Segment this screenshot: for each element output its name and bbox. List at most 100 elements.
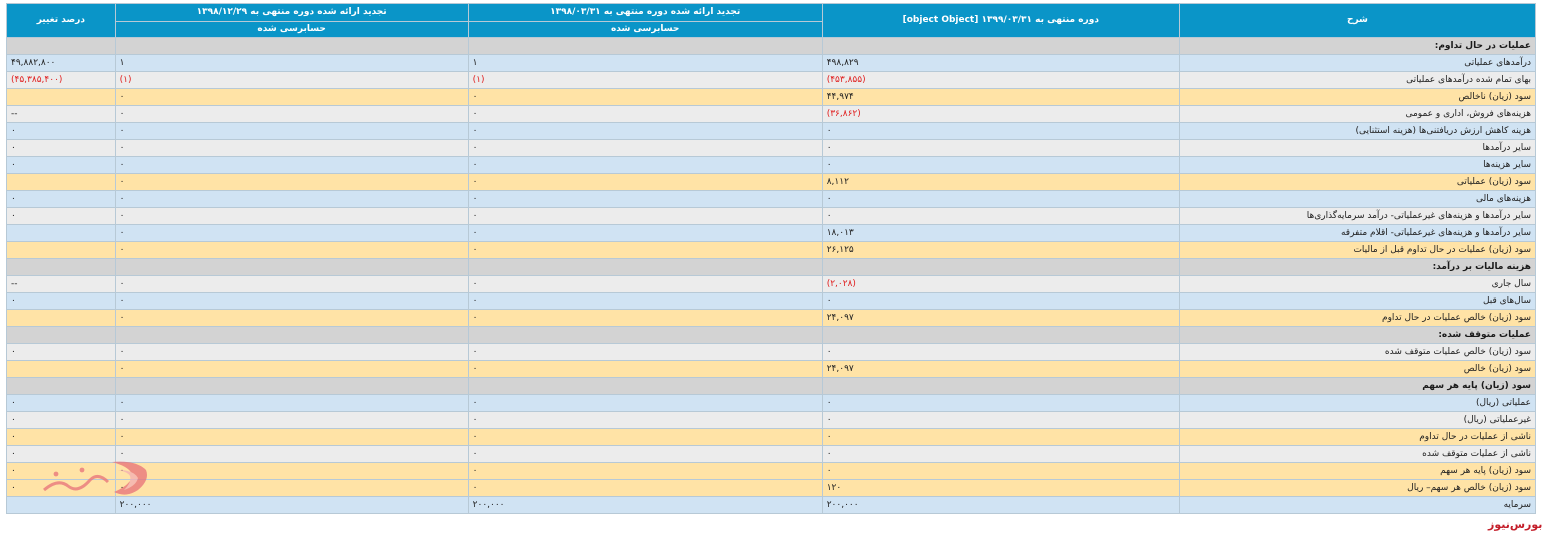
section-header-row: سود (زیان) پایه هر سهم: [6, 377, 1537, 395]
financial-statement: شرح دوره منتهی به ۱۳۹۹/۰۳/۳۱ [object Obj…: [6, 3, 1537, 514]
value-change: ۰: [6, 122, 116, 140]
value-1399: ۰: [821, 445, 1180, 463]
subheader-row: حسابرسی شده حسابرسی شده: [7, 21, 1536, 38]
value-change: ۰: [6, 292, 116, 310]
value-1398-12: ۰: [114, 122, 469, 140]
value-change: [6, 224, 116, 242]
value-1399: ۰: [821, 207, 1180, 225]
table-row: غیرعملیاتی (ریال) ۰ ۰ ۰ ۰: [6, 411, 1537, 429]
income-statement-table: شرح دوره منتهی به ۱۳۹۹/۰۳/۳۱ [object Obj…: [6, 3, 1537, 514]
table-row: سال جاری (۲,۰۲۸) ۰ ۰ --: [6, 275, 1537, 293]
value-change: ۰: [6, 190, 116, 208]
value-1399: ۱۸,۰۱۳: [821, 224, 1180, 242]
value-change: [6, 496, 116, 514]
value-change: [6, 37, 116, 55]
value-1398-12: ۰: [114, 309, 469, 327]
value-1399: ۰: [821, 292, 1180, 310]
value-change: ۰: [6, 207, 116, 225]
audited-label-1398-12: حسابرسی شده: [114, 21, 469, 38]
value-1398-03: ۰: [467, 411, 823, 429]
value-1398-03: [467, 37, 823, 55]
col-period-1399: دوره منتهی به ۱۳۹۹/۰۳/۳۱ [object Object]: [821, 3, 1180, 38]
row-label: عملیات متوقف شده:: [1178, 326, 1537, 344]
value-change: ۰: [6, 394, 116, 412]
value-1398-03: ۰: [467, 105, 823, 123]
row-label: سود (زیان) خالص هر سهم– ریال: [1178, 479, 1537, 497]
table-row: سود (زیان) عملیاتی ۸,۱۱۲ ۰ ۰: [6, 173, 1537, 191]
table-row: هزینه کاهش ارزش دریافتنی‌ها (هزینه استثن…: [6, 122, 1537, 140]
value-1398-12: ۰: [114, 394, 469, 412]
row-label: سایر درآمدها و هزینه‌های غیرعملیاتی- درآ…: [1178, 207, 1537, 225]
value-1398-03: ۰: [467, 156, 823, 174]
value-1398-03: ۲۰۰,۰۰۰: [467, 496, 823, 514]
value-1399: ۴۹۸,۸۲۹: [821, 54, 1180, 72]
row-label: ناشی از عملیات در حال تداوم: [1178, 428, 1537, 446]
value-1399: (۲,۰۲۸): [821, 275, 1180, 293]
section-header-row: هزینه مالیات بر درآمد:: [6, 258, 1537, 276]
value-change: ۴۹,۸۸۲,۸۰۰: [6, 54, 116, 72]
row-label: سایر درآمدها و هزینه‌های غیرعملیاتی- اقل…: [1178, 224, 1537, 242]
table-row: سایر درآمدها و هزینه‌های غیرعملیاتی- اقل…: [6, 224, 1537, 242]
value-change: --: [6, 105, 116, 123]
header-row: شرح دوره منتهی به ۱۳۹۹/۰۳/۳۱ [object Obj…: [6, 3, 1537, 38]
table-row: درآمدهای عملیاتی ۴۹۸,۸۲۹ ۱ ۱ ۴۹,۸۸۲,۸۰۰: [6, 54, 1537, 72]
row-label: غیرعملیاتی (ریال): [1178, 411, 1537, 429]
value-1398-12: ۰: [114, 411, 469, 429]
row-label: بهای تمام شده درآمدهای عملیاتی: [1178, 71, 1537, 89]
value-1399: ۸,۱۱۲: [821, 173, 1180, 191]
value-1398-03: ۰: [467, 88, 823, 106]
value-1399: ۲۴,۰۹۷: [821, 309, 1180, 327]
value-1398-12: [114, 258, 469, 276]
value-1398-12: ۰: [114, 139, 469, 157]
value-1398-03: ۰: [467, 428, 823, 446]
col-change: درصد تغییر: [6, 3, 116, 38]
value-1398-12: ۰: [114, 275, 469, 293]
table-body: عملیات در حال تداوم: درآمدهای عملیاتی ۴۹۸,…: [6, 37, 1537, 514]
value-1399: ۰: [821, 139, 1180, 157]
table-row: ناشی از عملیات متوقف شده ۰ ۰ ۰ ۰: [6, 445, 1537, 463]
value-change: [6, 309, 116, 327]
value-1398-03: [467, 326, 823, 344]
value-1399: (۴۵۳,۸۵۵): [821, 71, 1180, 89]
value-1398-03: ۰: [467, 275, 823, 293]
row-label: سود (زیان) عملیات در حال تداوم قبل از ما…: [1178, 241, 1537, 259]
value-change: [6, 241, 116, 259]
value-change: ۰: [6, 343, 116, 361]
value-1398-03: ۰: [467, 224, 823, 242]
value-1398-12: ۰: [114, 343, 469, 361]
value-1398-12: (۱): [114, 71, 469, 89]
value-1398-12: ۰: [114, 105, 469, 123]
value-1398-12: ۰: [114, 292, 469, 310]
value-1398-12: ۰: [114, 428, 469, 446]
value-1399: ۴۴,۹۷۴: [821, 88, 1180, 106]
value-change: ۰: [6, 428, 116, 446]
table-row: سرمایه ۲۰۰,۰۰۰ ۲۰۰,۰۰۰ ۲۰۰,۰۰۰: [6, 496, 1537, 514]
value-1398-03: (۱): [467, 71, 823, 89]
row-label: سال‌های قبل: [1178, 292, 1537, 310]
value-1398-03: ۰: [467, 360, 823, 378]
value-1399: ۰: [821, 343, 1180, 361]
value-1399: ۱۲۰: [821, 479, 1180, 497]
row-label: سود (زیان) عملیاتی: [1178, 173, 1537, 191]
value-1398-12: ۰: [114, 207, 469, 225]
value-1399: [821, 258, 1180, 276]
table-row: هزینه‌های فروش، اداری و عمومی (۳۶,۸۶۲) ۰ ۰-…: [6, 105, 1537, 123]
value-change: (۴۵,۳۸۵,۴۰۰): [6, 71, 116, 89]
row-label: سود (زیان) خالص عملیات در حال تداوم: [1178, 309, 1537, 327]
value-1398-03: ۰: [467, 394, 823, 412]
value-change: [6, 326, 116, 344]
value-1398-12: [114, 377, 469, 395]
value-1398-03: [467, 377, 823, 395]
value-1398-12: ۰: [114, 360, 469, 378]
value-change: ۰: [6, 411, 116, 429]
row-label: عملیاتی (ریال): [1178, 394, 1537, 412]
row-label: عملیات در حال تداوم:: [1178, 37, 1537, 55]
value-1398-12: ۰: [114, 241, 469, 259]
table-row: سایر درآمدها ۰ ۰ ۰ ۰: [6, 139, 1537, 157]
value-1398-12: ۰: [114, 445, 469, 463]
row-label: سال جاری: [1178, 275, 1537, 293]
audited-label-1398-03: حسابرسی شده: [467, 21, 823, 38]
value-1398-03: ۰: [467, 173, 823, 191]
value-1398-12: [114, 37, 469, 55]
table-row: ناشی از عملیات در حال تداوم ۰ ۰ ۰ ۰: [6, 428, 1537, 446]
